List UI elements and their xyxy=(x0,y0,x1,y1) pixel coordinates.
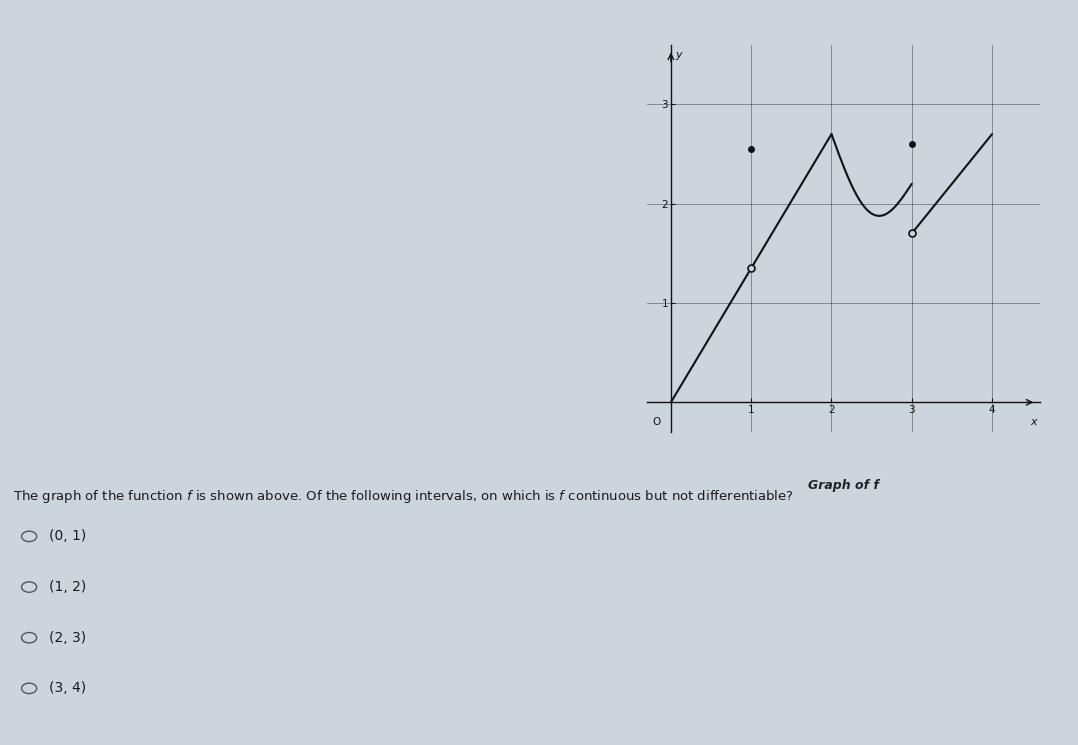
Text: (1, 2): (1, 2) xyxy=(49,580,86,594)
Text: O: O xyxy=(652,417,661,427)
Text: (0, 1): (0, 1) xyxy=(49,530,86,543)
Text: x: x xyxy=(1031,417,1037,427)
Text: y: y xyxy=(676,50,682,60)
Text: The graph of the function $f$ is shown above. Of the following intervals, on whi: The graph of the function $f$ is shown a… xyxy=(13,488,793,505)
Text: Graph of f: Graph of f xyxy=(808,478,879,492)
Text: (3, 4): (3, 4) xyxy=(49,682,85,695)
Text: (2, 3): (2, 3) xyxy=(49,631,85,644)
